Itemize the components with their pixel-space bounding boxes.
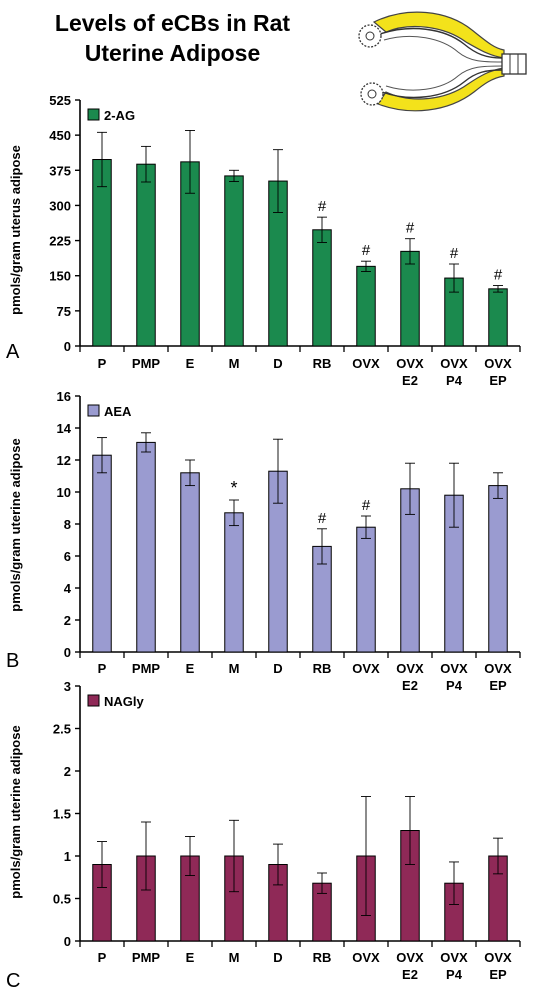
legend-label: NAGly	[104, 694, 145, 709]
legend-swatch	[87, 108, 100, 121]
significance-marker: #	[494, 267, 503, 284]
y-tick-label: 525	[49, 93, 71, 108]
x-tick-label: OVX	[352, 661, 380, 676]
y-tick-label: 75	[57, 304, 71, 319]
y-tick-label: 14	[57, 421, 72, 436]
y-tick-label: 12	[57, 453, 71, 468]
x-tick-label: E	[186, 950, 195, 965]
x-tick-label: EP	[489, 678, 507, 693]
x-tick-label: E2	[402, 373, 418, 388]
uterine-horn-upper	[379, 27, 503, 59]
x-tick-label: E	[186, 356, 195, 371]
x-tick-label: OVX	[396, 661, 424, 676]
x-tick-label: M	[229, 356, 240, 371]
uterine-horn-inner-lower	[385, 65, 503, 91]
x-tick-label: D	[273, 950, 282, 965]
x-tick-label: OVX	[484, 950, 512, 965]
legend-label: AEA	[104, 404, 132, 419]
y-tick-label: 8	[64, 517, 71, 532]
legend-swatch	[87, 404, 100, 417]
significance-marker: #	[318, 510, 327, 527]
x-tick-label: M	[229, 661, 240, 676]
y-tick-label: 0.5	[53, 892, 71, 907]
y-tick-label: 1	[64, 849, 71, 864]
x-tick-label: RB	[313, 356, 332, 371]
uterine-horn-inner-upper	[383, 35, 503, 63]
ovary-upper	[358, 24, 382, 48]
x-tick-label: D	[273, 356, 282, 371]
panel-label: A	[6, 341, 20, 363]
x-tick-label: RB	[313, 661, 332, 676]
y-tick-label: 0	[64, 934, 71, 949]
chart-panel-a: 0 75 150 225 300 375 450 525 pmols/gram uterus a…	[6, 93, 521, 388]
x-tick-label: OVX	[484, 661, 512, 676]
y-tick-label: 6	[64, 549, 71, 564]
x-tick-label: PMP	[132, 950, 161, 965]
x-tick-label: RB	[313, 950, 332, 965]
y-tick-label: 2.5	[53, 722, 71, 737]
y-tick-label: 10	[57, 485, 71, 500]
figure-title-line-2: Uterine Adipose	[84, 40, 261, 66]
uterine-horn-lower	[381, 69, 503, 99]
y-axis-label: pmols/gram uterus adipose	[8, 145, 23, 315]
x-tick-label: OVX	[396, 950, 424, 965]
y-tick-label: 300	[49, 198, 71, 213]
x-tick-label: OVX	[396, 356, 424, 371]
legend-label: 2-AG	[104, 108, 135, 123]
x-tick-label: E2	[402, 678, 418, 693]
uterus-illustration	[358, 11, 527, 112]
x-tick-label: EP	[489, 373, 507, 388]
y-tick-label: 3	[64, 679, 71, 694]
figure-title: Levels of eCBs in Rat Uterine Adipose	[10, 8, 335, 68]
y-tick-label: 16	[57, 389, 71, 404]
cervix	[501, 53, 527, 75]
y-tick-label: 225	[49, 234, 71, 249]
x-tick-label: P	[98, 661, 107, 676]
legend-swatch	[87, 694, 100, 707]
x-tick-label: OVX	[484, 356, 512, 371]
x-tick-label: PMP	[132, 356, 161, 371]
panel-label: C	[6, 970, 20, 992]
significance-marker: #	[362, 497, 371, 514]
x-tick-label: P4	[446, 373, 463, 388]
x-tick-label: PMP	[132, 661, 161, 676]
uterine-adipose-lower	[377, 67, 505, 112]
x-tick-label: OVX	[440, 356, 468, 371]
significance-marker: #	[362, 242, 371, 259]
x-tick-label: D	[273, 661, 282, 676]
x-tick-label: P	[98, 356, 107, 371]
y-tick-label: 1.5	[53, 807, 71, 822]
x-tick-label: M	[229, 950, 240, 965]
y-tick-label: 2	[64, 764, 71, 779]
significance-marker: #	[406, 220, 415, 237]
y-tick-label: 150	[49, 269, 71, 284]
y-tick-label: 2	[64, 613, 71, 628]
y-tick-label: 450	[49, 128, 71, 143]
x-tick-label: E	[186, 661, 195, 676]
significance-marker: #	[318, 198, 327, 215]
x-tick-label: OVX	[440, 950, 468, 965]
x-tick-label: OVX	[352, 356, 380, 371]
y-axis-label: pmols/gram uterine adipose	[8, 725, 23, 898]
ovary-lower	[360, 82, 384, 106]
panel-label: B	[6, 650, 19, 672]
y-tick-label: 375	[49, 163, 71, 178]
x-tick-label: OVX	[440, 661, 468, 676]
significance-marker: *	[230, 478, 237, 498]
x-tick-label: OVX	[352, 950, 380, 965]
chart-panel-b: 0 2 4 6 8 10 12 14 16 pmols/gram uterine adipose B…	[6, 389, 521, 693]
x-tick-label: EP	[489, 967, 507, 982]
figure-title-line-1: Levels of eCBs in Rat	[54, 10, 291, 36]
y-tick-label: 4	[64, 581, 72, 596]
x-tick-label: E2	[402, 967, 418, 982]
significance-marker: #	[450, 245, 459, 262]
x-tick-label: P4	[446, 678, 463, 693]
y-axis-label: pmols/gram uterine adipose	[8, 438, 23, 611]
x-tick-label: P4	[446, 967, 463, 982]
y-tick-label: 0	[64, 339, 71, 354]
x-tick-label: P	[98, 950, 107, 965]
y-tick-label: 0	[64, 645, 71, 660]
